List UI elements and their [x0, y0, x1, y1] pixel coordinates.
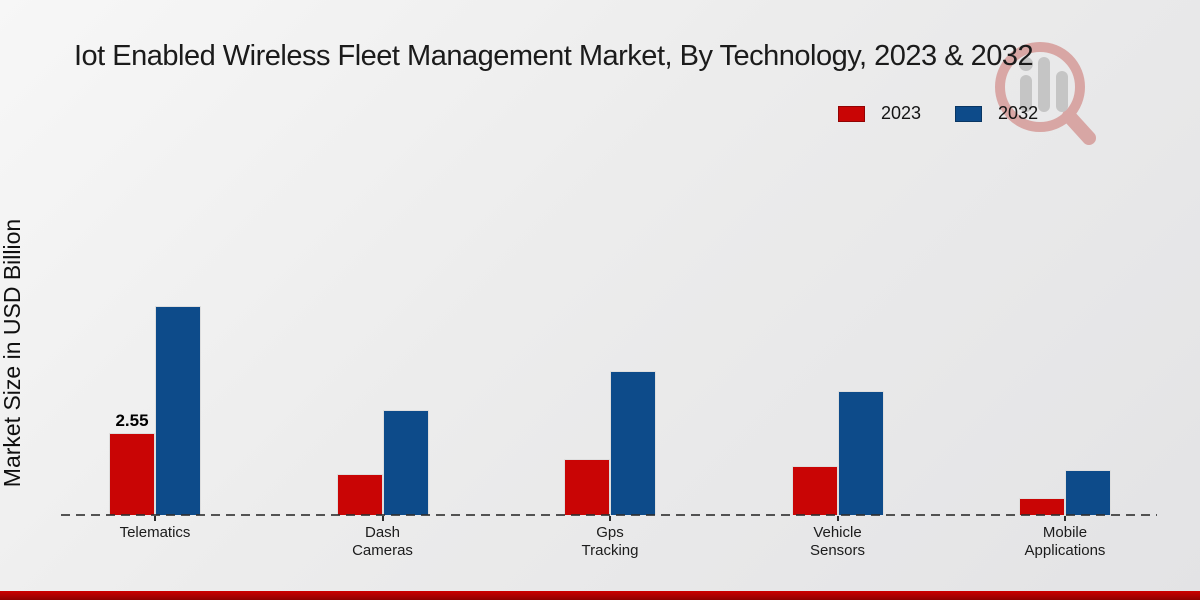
category-label-line: Vehicle [813, 524, 862, 541]
category-label-mobile-applications: Mobile Applications [975, 524, 1155, 560]
legend-item-2032: 2032 [955, 103, 1038, 124]
chart-title: Iot Enabled Wireless Fleet Management Ma… [74, 40, 1034, 72]
legend-label-2032: 2032 [998, 103, 1039, 123]
x-axis-tick-vehicle-sensors [836, 516, 839, 521]
x-axis-tick-telematics [154, 516, 156, 521]
bar-value-label: 2.55 [115, 411, 149, 430]
legend-item-2023: 2023 [838, 103, 921, 124]
category-label-line: Telematics [119, 524, 191, 541]
x-axis-tick-dash-cameras [381, 516, 384, 521]
magnifier-handle-icon [1062, 109, 1096, 145]
bar-2032-mobile-applications [1065, 470, 1111, 515]
bar-2032-dash-cameras [382, 410, 429, 515]
logo-bar-icon [1020, 75, 1032, 112]
x-axis-tick-gps-tracking [609, 516, 611, 521]
bar-2023-vehicle-sensors [791, 466, 838, 515]
category-label-line: Gps [596, 524, 624, 541]
x-axis-tick-mobile-applications [1064, 516, 1066, 521]
chart-legend: 2023 2032 [838, 103, 1038, 124]
category-label-vehicle-sensors: Vehicle Sensors [748, 524, 928, 560]
category-label-line: Dash [364, 524, 401, 541]
bar-2023-mobile-applications [1019, 498, 1065, 515]
category-label-line: Sensors [809, 542, 866, 559]
bar-2032-telematics [155, 306, 201, 515]
bar-2023-telematics [109, 433, 155, 515]
logo-bar-icon [1056, 71, 1068, 112]
category-label-gps-tracking: Gps Tracking [520, 524, 700, 560]
y-axis-label: Market Size in USD Billion [0, 218, 25, 488]
legend-swatch-2023 [838, 105, 865, 122]
category-label-line: Tracking [581, 542, 639, 559]
category-label-line: Mobile [1042, 524, 1088, 541]
x-axis-baseline [61, 514, 1157, 516]
category-label-telematics: Telematics [65, 524, 245, 542]
category-label-line: Cameras [352, 542, 413, 559]
logo-bar-icon [1038, 57, 1050, 112]
bar-2032-vehicle-sensors [837, 391, 884, 515]
legend-label-2023: 2023 [881, 103, 922, 123]
magnifier-glass-icon [995, 42, 1085, 132]
magnifier-logo-watermark [995, 42, 1096, 145]
bar-2032-gps-tracking [610, 371, 656, 515]
bar-2023-dash-cameras [336, 474, 383, 515]
category-label-dash-cameras: Dash Cameras [293, 524, 473, 560]
category-label-line: Applications [1024, 542, 1106, 559]
legend-swatch-2032 [955, 105, 983, 122]
footer-accent-bar [0, 591, 1200, 600]
logo-person-head-icon [1019, 57, 1033, 71]
bar-2023-gps-tracking [564, 459, 610, 515]
